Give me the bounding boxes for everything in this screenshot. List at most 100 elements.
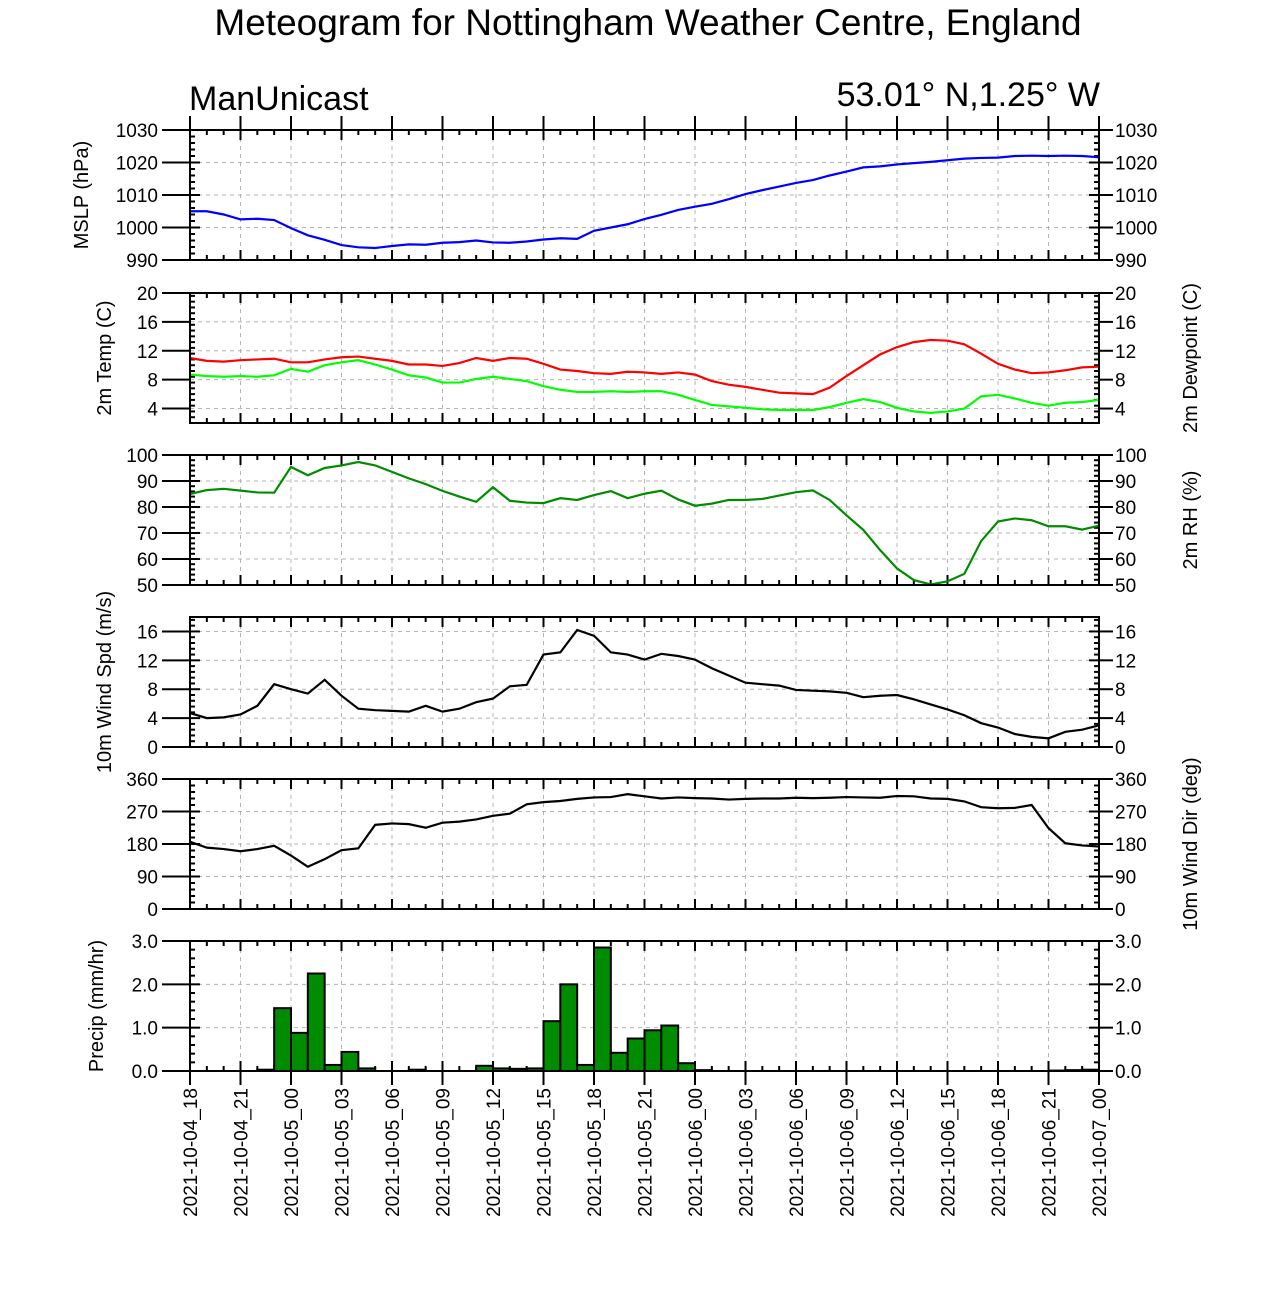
y-tick-label-left: 4 — [147, 400, 158, 421]
y-tick-label-right: 90 — [1115, 472, 1136, 493]
x-tick-label: 2021-10-04_18 — [181, 1088, 202, 1217]
series-line-1 — [189, 793, 1100, 869]
y-tick-label-right: 0 — [1115, 738, 1126, 759]
y-tick-label-right: 70 — [1115, 524, 1136, 545]
precip-bar — [542, 1020, 562, 1073]
y-tick-label-left: 0 — [147, 738, 158, 759]
y-tick-label-left: 3.0 — [132, 932, 158, 953]
series-line-1 — [189, 628, 1100, 740]
y-tick-label-right: 270 — [1115, 803, 1147, 824]
precip-bar — [559, 983, 579, 1072]
y-tick-label-right: 90 — [1115, 868, 1136, 889]
x-tick-label: 2021-10-06_03 — [737, 1088, 758, 1217]
y-tick-label-right: 1000 — [1115, 219, 1157, 240]
y-tick-label-left: 0.0 — [132, 1062, 158, 1083]
y-axis-title-left: 10m Wind Spd (m/s) — [94, 591, 116, 773]
y-tick-label-right: 60 — [1115, 550, 1136, 571]
y-tick-label-left: 0 — [147, 900, 158, 921]
y-tick-label-right: 3.0 — [1115, 932, 1141, 953]
precip-bar — [593, 946, 612, 1072]
y-tick-label-left: 16 — [137, 622, 158, 643]
y-tick-label-left: 80 — [137, 498, 158, 519]
x-axis: 2021-10-04_18 2021-10-04_21 2021-10-05_00 2… — [181, 116, 1111, 1217]
y-tick-label-right: 1030 — [1115, 121, 1157, 142]
x-tick-label: 2021-10-06_21 — [1040, 1088, 1061, 1217]
y-axis-title-left: 2m Temp (C) — [94, 300, 116, 415]
x-tick-label: 2021-10-06_00 — [686, 1088, 707, 1217]
y-tick-label-right: 360 — [1115, 770, 1147, 791]
y-tick-label-right: 1.0 — [1115, 1019, 1141, 1040]
model-name: ManUnicast — [189, 80, 369, 118]
y-tick-label-left: 360 — [126, 770, 158, 791]
precip-bar — [306, 972, 326, 1072]
precip-bar — [677, 1062, 697, 1072]
panel-1: 990 990 1000 1000 1010 1010 1020 1020 1030 1030 MS… — [71, 121, 1157, 272]
y-tick-label-right: 0 — [1115, 900, 1126, 921]
y-axis-title-right: 10m Wind Dir (deg) — [1180, 757, 1202, 930]
y-tick-label-right: 4 — [1115, 400, 1126, 421]
x-tick-label: 2021-10-05_03 — [333, 1088, 354, 1217]
precip-bar — [643, 1029, 663, 1073]
x-tick-label: 2021-10-05_21 — [636, 1088, 657, 1217]
panel-6: 0.0 0.0 1.0 1.0 2.0 2.0 3.0 3.0 Precip (mm/hr) — [86, 932, 1141, 1083]
x-tick-label: 2021-10-06_18 — [989, 1088, 1010, 1217]
panel-frame — [189, 616, 1100, 748]
y-tick-label-right: 4 — [1115, 709, 1126, 730]
y-tick-label-right: 80 — [1115, 498, 1136, 519]
series-line-1 — [189, 460, 1100, 586]
panel-4: 0 0 4 4 8 8 12 12 16 16 10m Wind Spd (m/s) — [94, 591, 1136, 773]
y-tick-label-left: 8 — [147, 371, 158, 392]
location-coordinates: 53.01° N,1.25° W — [836, 76, 1100, 114]
y-tick-label-right: 20 — [1115, 284, 1136, 305]
y-tick-label-left: 270 — [126, 803, 158, 824]
panel-frame — [189, 454, 1100, 586]
y-tick-label-left: 60 — [137, 550, 158, 571]
panel-5: 0 0 90 90 180 180 270 270 360 360 10m Wind Dir (de… — [126, 757, 1202, 930]
x-tick-label: 2021-10-06_15 — [939, 1088, 960, 1217]
y-tick-label-left: 50 — [137, 576, 158, 597]
y-axis-title-left: MSLP (hPa) — [71, 141, 93, 250]
y-tick-label-left: 12 — [137, 342, 158, 363]
y-tick-label-left: 1010 — [116, 186, 158, 207]
y-tick-label-left: 1030 — [116, 121, 158, 142]
y-tick-label-left: 100 — [126, 446, 158, 467]
y-tick-label-left: 70 — [137, 524, 158, 545]
precip-bar — [626, 1037, 646, 1072]
y-tick-label-left: 2.0 — [132, 975, 158, 996]
y-tick-label-right: 1020 — [1115, 154, 1157, 175]
x-tick-label: 2021-10-05_09 — [434, 1088, 455, 1217]
precip-bar — [273, 1007, 292, 1073]
x-tick-label: 2021-10-06_06 — [787, 1088, 808, 1217]
y-tick-label-left: 1000 — [116, 219, 158, 240]
y-tick-label-left: 90 — [137, 472, 158, 493]
y-tick-label-right: 12 — [1115, 651, 1136, 672]
x-tick-label: 2021-10-05_12 — [484, 1088, 505, 1217]
x-tick-label: 2021-10-04_21 — [232, 1088, 253, 1217]
y-axis-title-right: 2m RH (%) — [1180, 471, 1202, 570]
x-tick-label: 2021-10-05_00 — [282, 1088, 303, 1217]
y-tick-label-right: 8 — [1115, 680, 1126, 701]
precip-bar — [290, 1031, 309, 1073]
y-tick-label-left: 4 — [147, 709, 158, 730]
y-tick-label-right: 1010 — [1115, 186, 1157, 207]
x-tick-label: 2021-10-06_09 — [838, 1088, 859, 1217]
x-tick-label: 2021-10-07_00 — [1090, 1088, 1111, 1217]
y-axis-title-right: 2m Dewpoint (C) — [1180, 283, 1202, 433]
x-tick-label: 2021-10-06_12 — [888, 1088, 909, 1217]
x-tick-label: 2021-10-05_15 — [535, 1088, 556, 1217]
y-tick-label-right: 8 — [1115, 371, 1126, 392]
precip-bar — [340, 1050, 360, 1073]
y-tick-label-left: 1020 — [116, 154, 158, 175]
y-tick-label-right: 180 — [1115, 835, 1147, 856]
precip-bar — [660, 1024, 680, 1072]
panel-frame — [189, 292, 1100, 424]
panel-2: 4 4 8 8 12 12 16 16 20 20 2m Temp (C) 2m Dewpoint (… — [94, 283, 1202, 433]
y-tick-label-left: 1.0 — [132, 1019, 158, 1040]
y-tick-label-right: 0.0 — [1115, 1062, 1141, 1083]
y-tick-label-left: 990 — [126, 251, 158, 272]
y-tick-label-right: 16 — [1115, 313, 1136, 334]
y-tick-label-left: 16 — [137, 313, 158, 334]
series-line-1 — [190, 154, 1100, 250]
x-tick-label: 2021-10-05_06 — [383, 1088, 404, 1217]
